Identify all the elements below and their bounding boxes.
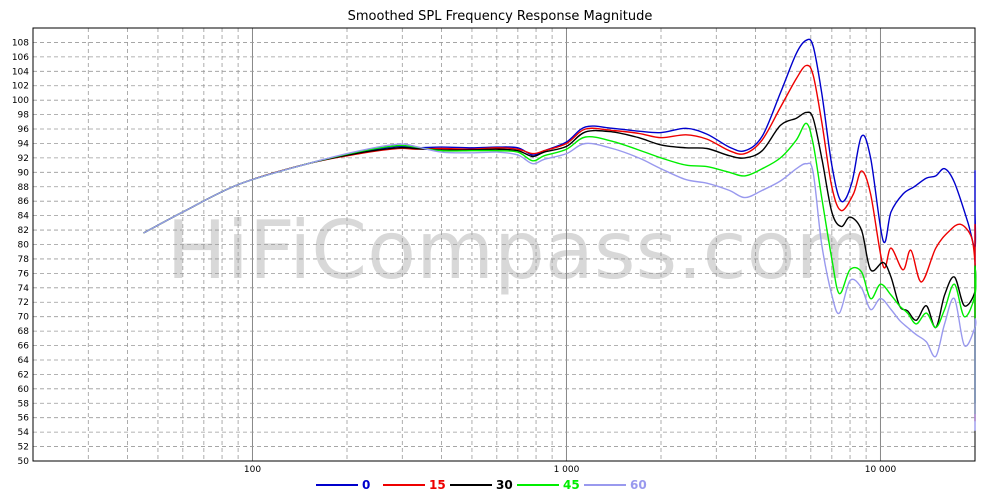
y-tick-label: 90 [18, 168, 30, 178]
y-tick-label: 64 [18, 356, 30, 366]
series-line-60 [143, 142, 977, 431]
legend-label-0: 0 [362, 478, 370, 492]
legend-label-45: 45 [563, 478, 580, 492]
y-tick-label: 58 [18, 399, 30, 409]
y-tick-label: 84 [18, 212, 30, 222]
y-axis-ticks: 50 52 54 56 58 60 62 64 66 68 70 72 74 76 78 80 82 84 86 88… [12, 38, 29, 467]
y-tick-label: 88 [18, 183, 30, 193]
y-tick-label: 80 [18, 241, 30, 251]
y-tick-label: 108 [12, 38, 29, 48]
y-tick-label: 56 [18, 414, 30, 424]
y-tick-label: 76 [18, 269, 30, 279]
y-tick-label: 92 [18, 154, 29, 164]
y-tick-label: 104 [12, 67, 29, 77]
x-tick-label: 1 000 [554, 465, 580, 475]
y-tick-label: 82 [18, 226, 29, 236]
x-tick-label: 10 000 [865, 465, 897, 475]
watermark: HiFiCompass.com [167, 204, 874, 297]
y-tick-label: 72 [18, 298, 29, 308]
y-tick-label: 70 [18, 313, 30, 323]
y-tick-label: 96 [18, 125, 30, 135]
y-tick-label: 54 [18, 428, 30, 438]
x-tick-label: 100 [244, 465, 261, 475]
y-tick-label: 106 [12, 53, 29, 63]
legend-label-60: 60 [630, 478, 647, 492]
y-tick-label: 62 [18, 370, 29, 380]
legend-label-30: 30 [496, 478, 513, 492]
chart-title: Smoothed SPL Frequency Response Magnitud… [348, 9, 653, 24]
x-axis-ticks: 100 1 000 10 000 [244, 465, 897, 475]
y-tick-label: 50 [18, 457, 30, 467]
y-tick-label: 94 [18, 139, 30, 149]
y-tick-label: 86 [18, 197, 30, 207]
y-tick-label: 102 [12, 82, 29, 92]
grid [32, 28, 976, 462]
series-lines [143, 38, 977, 431]
legend: 0 15 30 45 60 [316, 478, 647, 492]
y-tick-label: 98 [18, 111, 30, 121]
y-tick-label: 100 [12, 96, 29, 106]
y-tick-label: 74 [18, 284, 30, 294]
y-tick-label: 52 [18, 443, 29, 453]
legend-label-15: 15 [429, 478, 446, 492]
y-tick-label: 66 [18, 342, 30, 352]
y-tick-label: 68 [18, 327, 30, 337]
y-tick-label: 78 [18, 255, 30, 265]
y-tick-label: 60 [18, 385, 30, 395]
